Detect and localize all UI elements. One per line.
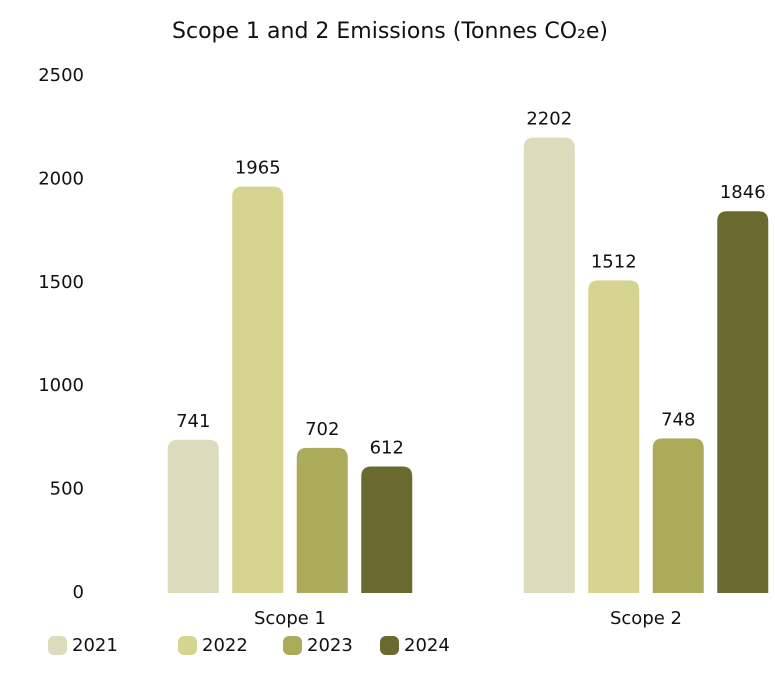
value-label: 748 [661,409,695,430]
legend-swatch [48,636,67,655]
legend-swatch [380,636,399,655]
value-label: 1846 [720,182,766,203]
bar [652,438,704,593]
legend-label: 2024 [404,635,450,656]
chart-title: Scope 1 and 2 Emissions (Tonnes CO₂e) [172,19,608,44]
y-tick-label: 2000 [38,168,84,189]
value-label: 1965 [235,158,281,179]
value-label: 1512 [591,251,637,272]
y-tick-label: 500 [50,479,84,500]
x-tick-label: Scope 2 [610,608,682,629]
bar [361,466,413,593]
y-tick-label: 1500 [38,272,84,293]
value-label: 2202 [526,109,572,130]
bar [167,439,219,593]
bar [717,211,769,593]
legend-swatch [283,636,302,655]
bar [523,137,575,593]
x-tick-label: Scope 1 [254,608,326,629]
y-tick-label: 2500 [38,65,84,86]
legend-label: 2023 [307,635,353,656]
bar [296,447,348,593]
legend-label: 2022 [202,635,248,656]
legend-swatch [178,636,197,655]
value-label: 741 [176,411,210,432]
bar [588,280,640,593]
y-tick-label: 1000 [38,375,84,396]
bar [232,186,284,593]
y-tick-label: 0 [73,582,84,603]
value-label: 702 [305,419,339,440]
value-label: 612 [370,437,404,458]
legend-label: 2021 [72,635,118,656]
